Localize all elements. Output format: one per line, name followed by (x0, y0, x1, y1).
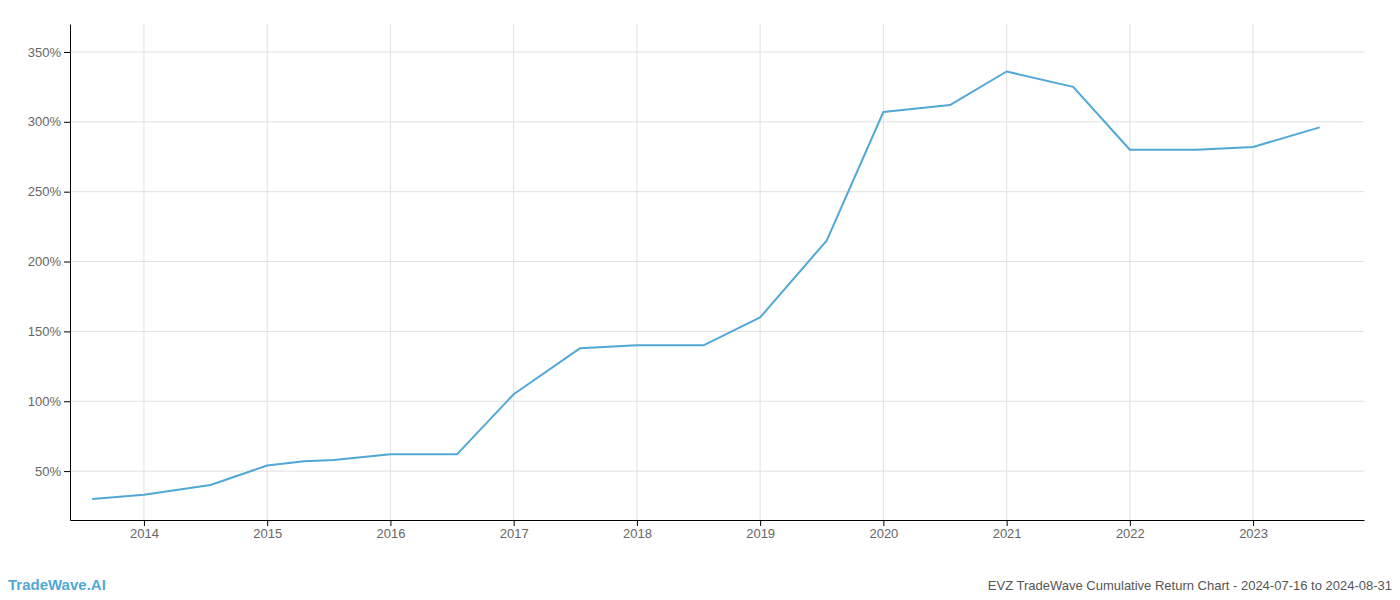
grid-line (70, 51, 1364, 52)
x-tick: 2017 (500, 520, 529, 541)
x-tick-label: 2018 (623, 526, 652, 541)
y-tick-mark (64, 331, 70, 332)
x-tick-label: 2017 (500, 526, 529, 541)
x-tick: 2018 (623, 520, 652, 541)
title: EVZ TradeWave Cumulative Return Chart - … (988, 578, 1392, 593)
x-tick-mark (1007, 520, 1008, 526)
x-tick-label: 2016 (376, 526, 405, 541)
x-tick-mark (637, 520, 638, 526)
y-tick-mark (64, 401, 70, 402)
y-tick-mark (64, 122, 70, 123)
grid (70, 24, 1364, 520)
y-tick-mark (64, 52, 70, 53)
y-tick: 200% (28, 254, 70, 269)
grid-line (636, 24, 637, 520)
grid-line (143, 24, 144, 520)
x-tick: 2021 (993, 520, 1022, 541)
x-tick-label: 2019 (746, 526, 775, 541)
y-tick-label: 100% (28, 394, 62, 409)
chart: 2014 2015 2016 2017 2018 2019 2020 2021 2022 2023… (0, 0, 1400, 600)
x-tick-mark (1253, 520, 1254, 526)
y-tick-label: 250% (28, 184, 62, 199)
grid-line (1129, 24, 1130, 520)
y-axis-line (70, 25, 71, 521)
x-axis-line (71, 520, 1365, 521)
watermark: TradeWave.AI (8, 576, 106, 593)
x-tick-mark (144, 520, 145, 526)
x-tick-mark (267, 520, 268, 526)
x-tick-mark (390, 520, 391, 526)
x-tick: 2014 (130, 520, 159, 541)
grid-line (70, 401, 1364, 402)
grid-line (267, 24, 268, 520)
grid-line (1006, 24, 1007, 520)
y-tick: 300% (28, 114, 70, 129)
y-tick: 250% (28, 184, 70, 199)
x-tick-label: 2020 (869, 526, 898, 541)
y-tick: 150% (28, 324, 70, 339)
y-tick-label: 150% (28, 324, 62, 339)
grid-line (390, 24, 391, 520)
x-tick: 2019 (746, 520, 775, 541)
x-tick: 2020 (869, 520, 898, 541)
plot-area: 2014 2015 2016 2017 2018 2019 2020 2021 2022 2023… (28, 24, 1365, 541)
y-tick-label: 350% (28, 45, 62, 60)
y-tick: 350% (28, 45, 70, 60)
x-tick-mark (514, 520, 515, 526)
y-axis: 50% 100% 150% 200% 250% 300% 350% (28, 25, 71, 521)
x-tick: 2016 (376, 520, 405, 541)
x-tick-label: 2014 (130, 526, 159, 541)
x-axis: 2014 2015 2016 2017 2018 2019 2020 2021 2022 2023 (71, 520, 1365, 541)
marks (92, 72, 1319, 500)
y-tick: 50% (35, 464, 70, 479)
y-tick-label: 300% (28, 114, 62, 129)
x-tick: 2023 (1239, 520, 1268, 541)
grid-line (1253, 24, 1254, 520)
x-tick: 2022 (1116, 520, 1145, 541)
x-tick: 2015 (253, 520, 282, 541)
x-tick-label: 2023 (1239, 526, 1268, 541)
grid-line (70, 471, 1364, 472)
y-tick-mark (64, 471, 70, 472)
grid-line (760, 24, 761, 520)
grid-line (883, 24, 884, 520)
y-tick-label: 200% (28, 254, 62, 269)
y-tick-label: 50% (35, 464, 61, 479)
grid-line (70, 261, 1364, 262)
grid-line (513, 24, 514, 520)
x-tick-mark (1130, 520, 1131, 526)
line (92, 72, 1319, 500)
x-tick-mark (883, 520, 884, 526)
y-tick-mark (64, 262, 70, 263)
x-tick-label: 2015 (253, 526, 282, 541)
x-tick-label: 2021 (993, 526, 1022, 541)
y-tick: 100% (28, 394, 70, 409)
x-tick-mark (760, 520, 761, 526)
x-tick-label: 2022 (1116, 526, 1145, 541)
grid-line (70, 191, 1364, 192)
grid-line (70, 121, 1364, 122)
y-tick-mark (64, 192, 70, 193)
grid-line (70, 331, 1364, 332)
